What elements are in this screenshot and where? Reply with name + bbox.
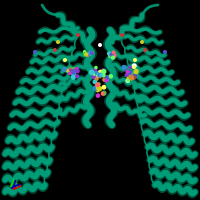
Circle shape [75,68,79,71]
Circle shape [96,83,99,87]
Circle shape [111,56,114,59]
Circle shape [98,74,101,78]
Circle shape [95,78,98,80]
Circle shape [105,79,108,82]
Circle shape [164,51,166,53]
Circle shape [84,52,87,56]
Circle shape [95,66,97,69]
Circle shape [97,86,100,90]
Circle shape [108,52,111,55]
Circle shape [126,79,129,82]
Circle shape [92,74,96,79]
Circle shape [133,72,137,76]
Circle shape [96,85,99,87]
Circle shape [102,70,106,74]
Circle shape [76,75,79,78]
Circle shape [112,54,116,58]
Circle shape [126,70,129,73]
Circle shape [64,59,66,61]
Circle shape [86,54,89,56]
Circle shape [57,41,59,43]
Circle shape [93,80,97,84]
Circle shape [87,52,90,55]
Circle shape [129,71,131,73]
Circle shape [85,53,88,56]
Circle shape [83,51,86,53]
Circle shape [70,69,74,74]
Circle shape [77,34,79,36]
Circle shape [106,76,109,78]
Circle shape [125,74,128,76]
Circle shape [144,49,146,51]
Circle shape [70,69,72,71]
Circle shape [128,70,132,75]
Circle shape [127,70,129,73]
Circle shape [89,70,94,74]
Circle shape [68,72,70,74]
Circle shape [93,86,98,90]
Circle shape [102,86,106,89]
Circle shape [66,69,69,72]
Circle shape [98,73,102,77]
Circle shape [109,75,112,78]
Circle shape [97,74,99,76]
Circle shape [93,72,96,75]
Circle shape [133,74,137,78]
Circle shape [132,64,136,68]
Circle shape [95,72,98,74]
Circle shape [69,67,73,71]
Circle shape [96,88,100,92]
Circle shape [132,76,135,79]
Circle shape [111,54,113,56]
Circle shape [73,67,75,69]
Circle shape [97,73,101,77]
Circle shape [134,59,136,61]
Circle shape [121,34,123,36]
Circle shape [98,73,102,77]
Circle shape [128,71,132,75]
Circle shape [129,76,134,80]
Circle shape [94,68,97,71]
Circle shape [99,70,103,74]
Circle shape [91,52,93,54]
Circle shape [100,74,102,76]
Circle shape [73,74,76,76]
Circle shape [102,91,106,95]
Circle shape [102,69,105,73]
Circle shape [134,69,138,73]
Circle shape [71,75,75,79]
Circle shape [69,69,73,72]
Circle shape [127,77,130,80]
Circle shape [113,52,115,54]
Circle shape [98,87,102,91]
Circle shape [141,41,143,43]
Circle shape [101,92,104,95]
Circle shape [103,78,106,81]
Circle shape [90,51,93,55]
Circle shape [102,74,105,77]
Circle shape [76,69,79,73]
Circle shape [99,71,103,75]
Circle shape [122,65,126,70]
Circle shape [127,80,129,82]
Circle shape [89,52,92,55]
Circle shape [100,71,103,74]
Circle shape [110,53,113,57]
Circle shape [109,54,112,57]
Circle shape [112,51,115,54]
Circle shape [72,70,74,73]
Circle shape [72,72,75,75]
Circle shape [54,49,56,51]
Circle shape [129,66,131,68]
Circle shape [69,69,72,71]
Circle shape [71,70,75,73]
Circle shape [133,66,135,69]
Circle shape [96,94,100,97]
Circle shape [71,72,75,75]
Circle shape [99,44,101,46]
Circle shape [97,83,100,85]
Circle shape [63,68,66,71]
Circle shape [34,51,36,53]
